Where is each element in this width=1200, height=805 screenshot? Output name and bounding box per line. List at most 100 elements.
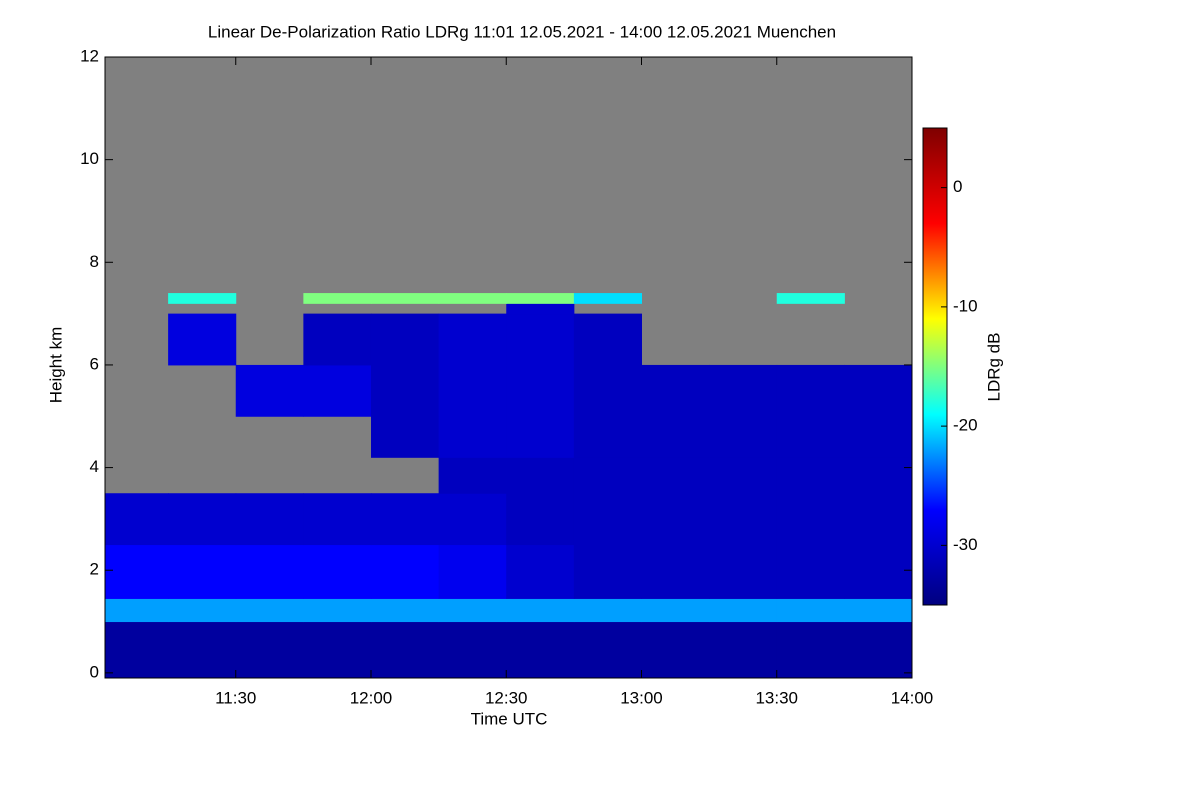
heatmap-cell [506,293,575,304]
heatmap-cell [370,598,440,623]
heatmap-cell [776,457,845,494]
heatmap-cell [573,544,642,599]
heatmap-cell [709,544,778,599]
heatmap-cell [776,493,845,546]
heatmap-cell [168,493,237,546]
y-tick-label: 10 [80,149,99,168]
heatmap-cell [709,364,778,417]
heatmap-cell [776,416,845,458]
heatmap-cell [573,457,642,494]
heatmap-cell [235,621,304,679]
heatmap-cell [438,293,507,304]
y-tick-label: 4 [90,457,99,476]
heatmap-cell [370,493,440,546]
heatmap-cell [573,293,642,304]
y-tick-label: 6 [90,354,99,373]
chart-title: Linear De-Polarization Ratio LDRg 11:01 … [208,22,836,41]
heatmap-cell [303,544,372,599]
heatmap-cell [844,457,913,494]
colorbar-tick-label: 0 [953,177,962,196]
heatmap-cell [844,364,913,417]
heatmap-cell [438,493,507,546]
heatmap-cell [438,364,507,417]
heatmap-cell [105,544,169,599]
heatmap-cell [105,598,169,623]
heatmap-cell [506,598,575,623]
heatmap-cell [370,293,440,304]
colorbar-tick-label: -20 [953,416,978,435]
heatmap-cell [573,493,642,546]
heatmap-cell [303,364,372,417]
heatmap-cell [168,293,237,304]
heatmap-cell [506,621,575,679]
heatmap-cell [844,598,913,623]
heatmap-cell [844,416,913,458]
heatmap-cell [641,457,710,494]
heatmap-cell [776,544,845,599]
y-axis-label: Height km [46,327,65,404]
heatmap-cell [776,621,845,679]
heatmap-cell [303,598,372,623]
colorbar-label: LDRg dB [984,333,1003,402]
heatmap-cell [105,493,169,546]
y-tick-label: 2 [90,560,99,579]
heatmap-cell [438,544,507,599]
x-axis-label: Time UTC [471,709,548,728]
heatmap-cell [438,621,507,679]
heatmap-cell [235,544,304,599]
heatmap-cell [168,313,237,366]
heatmap-cell [506,416,575,458]
colorbar-tick-label: -30 [953,535,978,554]
heatmap-cell [709,493,778,546]
heatmap-cell [506,313,575,366]
x-tick-label: 14:00 [891,688,934,707]
heatmap-cell [235,598,304,623]
heatmap-cell [438,457,507,494]
heatmap-cell [168,544,237,599]
heatmap-cell [303,313,372,366]
x-tick-label: 13:30 [755,688,798,707]
x-tick-label: 12:00 [350,688,393,707]
heatmap-cell [438,313,507,366]
y-tick-label: 12 [80,46,99,65]
heatmap-cell [844,493,913,546]
heatmap-cell [573,621,642,679]
heatmap-cell [370,544,440,599]
heatmap-cell [506,544,575,599]
heatmap-cell [776,293,845,304]
heatmap-cell [506,493,575,546]
heatmap-cell [573,313,642,366]
heatmap-cell [709,621,778,679]
heatmap-cell [641,416,710,458]
heatmap-cell [573,598,642,623]
heatmap-cell [573,364,642,417]
heatmap-cell [506,457,575,494]
heatmap-cell [105,621,169,679]
heatmap-cell [709,598,778,623]
heatmap-cell [776,598,845,623]
heatmap-cell [235,364,304,417]
x-tick-label: 13:00 [620,688,663,707]
heatmap-cell [573,416,642,458]
heatmap-cell [438,416,507,458]
heatmap-cell [303,493,372,546]
plot-frame [104,56,913,679]
heatmap-cell [641,621,710,679]
colorbar-tick-label: -10 [953,296,978,315]
y-tick-label: 8 [90,252,99,271]
y-tick-label: 0 [90,662,99,681]
heatmap-cell [641,598,710,623]
heatmap-cell [506,303,575,315]
heatmap-cell [370,364,440,417]
heatmap-cell [641,493,710,546]
heatmap-cell [370,416,440,458]
heatmap-cell [370,313,440,366]
heatmap-cell [506,364,575,417]
heatmap-cell [303,293,372,304]
heatmap-cell [370,621,440,679]
heatmap-cell [168,598,237,623]
heatmap-cell [303,621,372,679]
x-tick-label: 11:30 [215,688,256,707]
heatmap-cell [168,621,237,679]
